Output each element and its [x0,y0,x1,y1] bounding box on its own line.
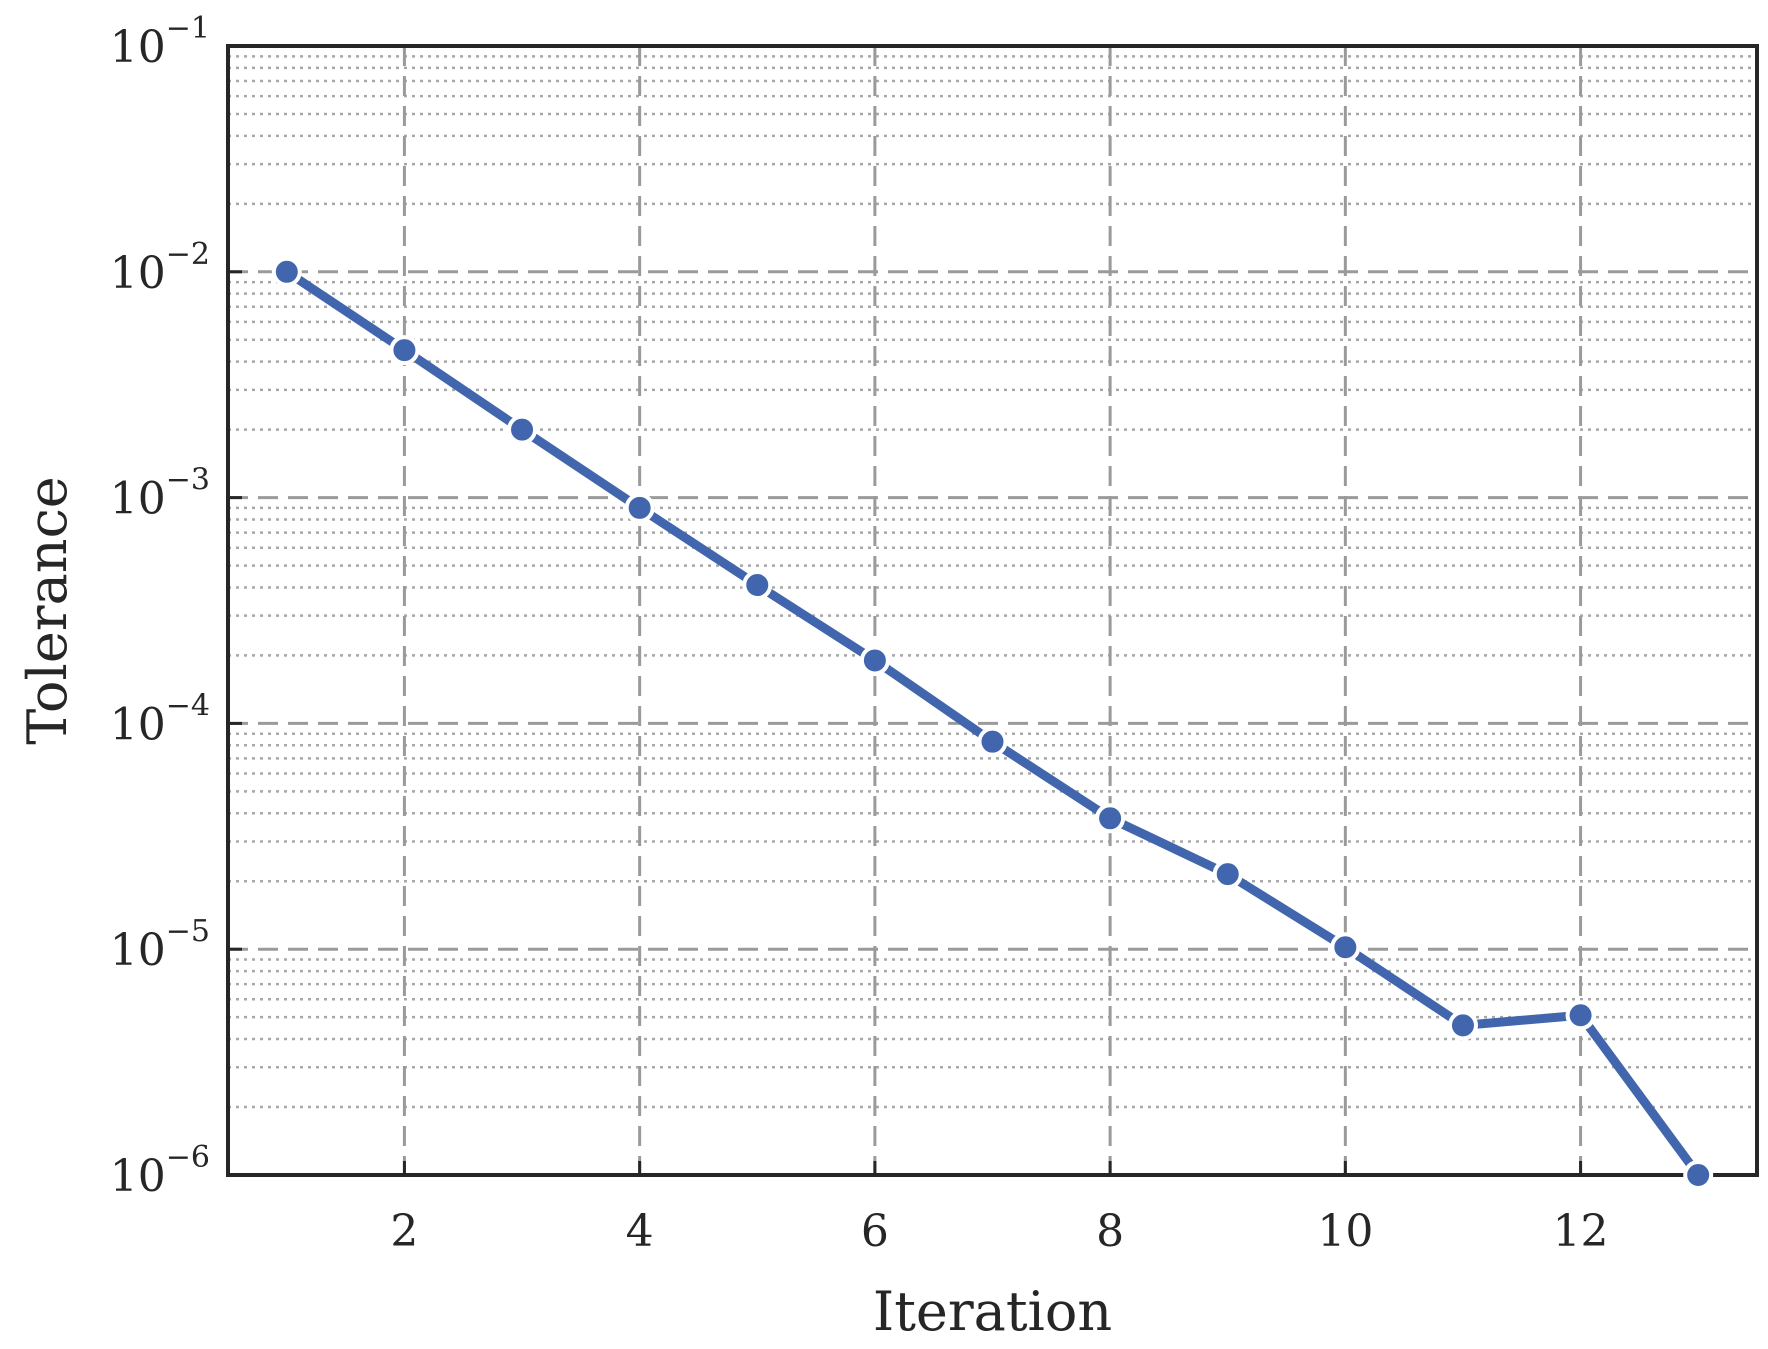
y-tick-exponent: −2 [166,237,210,272]
data-point [1447,1010,1478,1041]
y-tick-base: 10 [110,699,166,750]
x-axis-ticks: 2 4 6 8 10 12 [390,1161,1609,1257]
y-axis-label: Tolerance [16,476,79,745]
y-tick-exponent: −3 [166,463,210,498]
plot-frame [226,44,1759,1177]
x-tick-label: 2 [390,1206,418,1257]
y-tick-label: 10−1 [110,11,210,73]
y-tick-exponent: −1 [166,11,210,46]
x-tick-label: 10 [1317,1206,1373,1257]
y-tick-exponent: −4 [166,688,210,723]
data-point [1683,1160,1714,1190]
data-point [624,492,655,523]
data-point [859,645,890,676]
data-point [389,335,420,366]
y-tick-label: 10−4 [110,688,210,750]
y-tick-label: 10−5 [110,914,210,976]
y-tick-base: 10 [110,248,166,299]
y-tick-base: 10 [110,925,166,976]
y-tick-label: 10−3 [110,463,210,525]
data-point [742,570,773,601]
data-point [1565,1000,1596,1031]
x-tick-label: 8 [1096,1206,1124,1257]
data-point [977,726,1008,757]
data-point [271,256,302,287]
y-tick-label: 10−6 [110,1140,210,1202]
x-tick-label: 12 [1553,1206,1609,1257]
y-tick-base: 10 [110,1151,166,1202]
x-tick-label: 4 [626,1206,654,1257]
y-tick-base: 10 [110,22,166,73]
x-axis-label: Iteration [873,1280,1112,1343]
major-grid [228,44,1757,1177]
y-tick-label: 10−2 [110,237,210,299]
y-tick-base: 10 [110,474,166,525]
y-tick-exponent: −5 [166,914,210,949]
data-point [1095,803,1126,834]
data-point [1330,932,1361,963]
x-tick-label: 6 [861,1206,889,1257]
y-tick-exponent: −6 [166,1140,210,1175]
y-axis-ticks: 10−110−210−310−410−510−6 [110,11,242,1202]
minor-grid [228,55,1757,1109]
data-point [1212,859,1243,890]
data-point [507,414,538,445]
series-layer [271,256,1714,1190]
